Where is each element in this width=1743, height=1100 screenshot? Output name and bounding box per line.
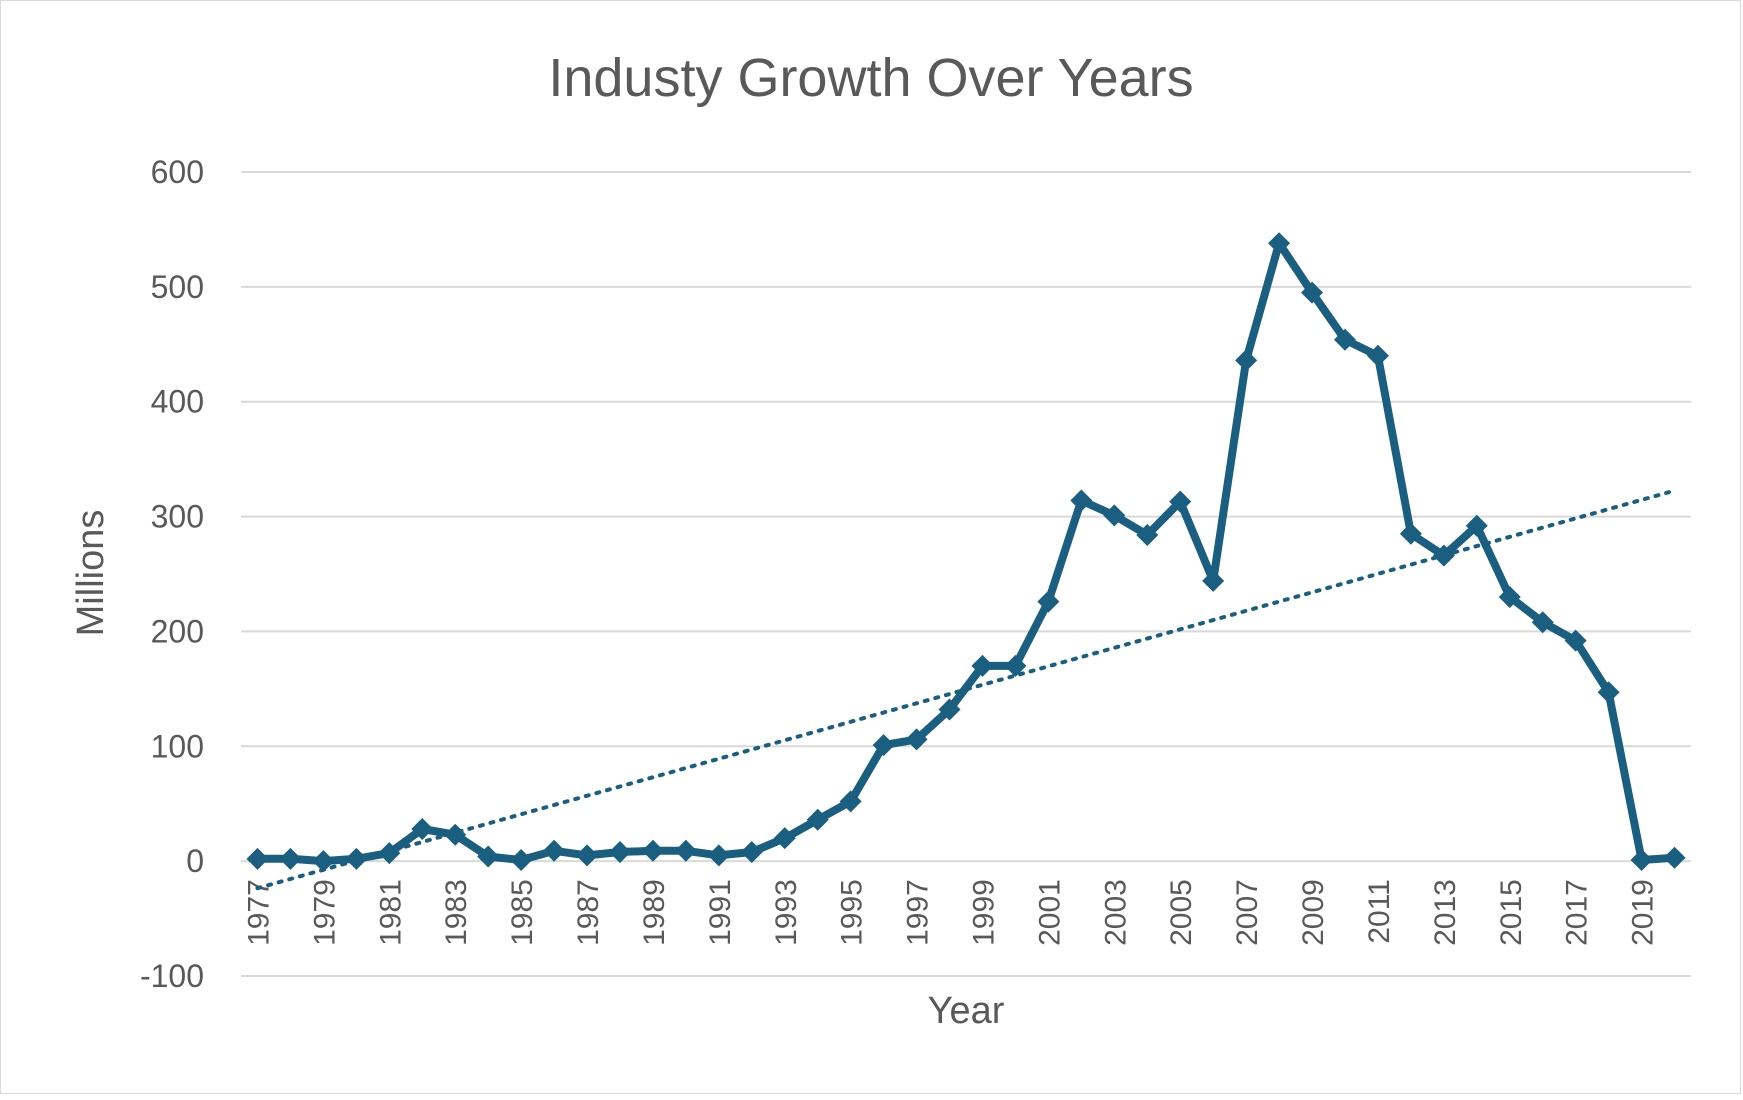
y-axis-title: Millions bbox=[70, 510, 112, 637]
x-tick-label: 2015 bbox=[1495, 879, 1528, 946]
x-tick-label: 1993 bbox=[770, 879, 803, 946]
data-point-marker bbox=[1663, 846, 1686, 869]
data-point-marker bbox=[773, 827, 796, 850]
data-point-marker bbox=[1366, 344, 1389, 367]
x-tick-label: 1999 bbox=[967, 879, 1000, 946]
data-point-marker bbox=[938, 698, 961, 721]
y-tick-label: 0 bbox=[186, 843, 204, 879]
y-tick-label: -100 bbox=[140, 958, 204, 994]
data-point-marker bbox=[1202, 569, 1225, 592]
x-tick-label: 1997 bbox=[902, 879, 935, 946]
x-tick-label: 1979 bbox=[308, 879, 341, 946]
x-tick-label: 1989 bbox=[638, 879, 671, 946]
data-point-marker bbox=[1169, 490, 1192, 513]
data-point-marker bbox=[378, 842, 401, 865]
x-tick-label: 1977 bbox=[242, 879, 275, 946]
data-point-marker bbox=[872, 734, 895, 757]
data-point-marker bbox=[543, 839, 566, 862]
series-group bbox=[246, 232, 1686, 873]
x-tick-label: 2007 bbox=[1231, 879, 1264, 946]
data-point-marker bbox=[1333, 328, 1356, 351]
x-tick-label: 2019 bbox=[1627, 879, 1660, 946]
data-point-marker bbox=[477, 845, 500, 868]
data-point-marker bbox=[1597, 681, 1620, 704]
x-tick-label: 1987 bbox=[572, 879, 605, 946]
series-line bbox=[257, 239, 1675, 866]
y-tick-label: 100 bbox=[151, 728, 204, 764]
y-tick-label: 500 bbox=[151, 269, 204, 305]
data-point-marker bbox=[1037, 590, 1060, 613]
data-point-marker bbox=[707, 844, 730, 867]
data-point-marker bbox=[1465, 514, 1488, 537]
chart-title: Industy Growth Over Years bbox=[548, 48, 1193, 108]
data-point-marker bbox=[740, 840, 763, 863]
x-tick-label: 1995 bbox=[836, 879, 869, 946]
data-point-marker bbox=[444, 823, 467, 846]
x-tick-label: 2013 bbox=[1429, 879, 1462, 946]
data-point-marker bbox=[1531, 611, 1554, 634]
data-point-marker bbox=[246, 847, 269, 870]
data-point-marker bbox=[279, 847, 302, 870]
y-tick-label: 400 bbox=[151, 384, 204, 420]
data-point-marker bbox=[312, 850, 335, 873]
y-tick-label: 600 bbox=[151, 154, 204, 190]
x-axis-tick-labels: 1977 1979 1981 1983 1985 1987 1989 1991 1993 1995… bbox=[242, 879, 1659, 946]
gridlines bbox=[241, 171, 1691, 977]
x-tick-label: 2003 bbox=[1099, 879, 1132, 946]
data-point-marker bbox=[1564, 629, 1587, 652]
data-point-marker bbox=[1432, 544, 1455, 567]
data-point-marker bbox=[1070, 489, 1093, 512]
x-tick-label: 2005 bbox=[1165, 879, 1198, 946]
data-point-marker bbox=[1004, 654, 1027, 677]
data-point-marker bbox=[1103, 504, 1126, 527]
x-tick-label: 2017 bbox=[1561, 879, 1594, 946]
data-point-marker bbox=[608, 840, 631, 863]
data-point-marker bbox=[1268, 232, 1291, 255]
x-axis-title: Year bbox=[928, 990, 1005, 1032]
data-point-marker bbox=[411, 817, 434, 840]
x-tick-label: 2001 bbox=[1033, 879, 1066, 946]
x-tick-label: 1983 bbox=[440, 879, 473, 946]
x-tick-label: 1985 bbox=[506, 879, 539, 946]
data-point-marker bbox=[1399, 522, 1422, 545]
data-point-marker bbox=[1301, 281, 1324, 304]
data-point-marker bbox=[641, 839, 664, 862]
x-tick-label: 1991 bbox=[704, 879, 737, 946]
y-tick-label: 300 bbox=[151, 499, 204, 535]
data-point-marker bbox=[345, 847, 368, 870]
x-tick-label: 2009 bbox=[1297, 879, 1330, 946]
data-point-marker bbox=[905, 728, 928, 751]
data-point-marker bbox=[510, 848, 533, 871]
data-point-marker bbox=[576, 844, 599, 867]
data-point-marker bbox=[1235, 349, 1258, 372]
y-tick-label: 200 bbox=[151, 613, 204, 649]
data-point-marker bbox=[1136, 523, 1159, 546]
x-tick-label: 2011 bbox=[1363, 879, 1396, 944]
data-point-marker bbox=[806, 808, 829, 831]
data-point-marker bbox=[1498, 585, 1521, 608]
data-point-marker bbox=[839, 790, 862, 813]
data-point-marker bbox=[1630, 848, 1653, 871]
data-point-marker bbox=[674, 839, 697, 862]
y-axis-tick-labels: -100 0 100 200 300 400 500 600 bbox=[140, 154, 204, 994]
x-tick-label: 1981 bbox=[374, 879, 407, 946]
data-point-marker bbox=[971, 654, 994, 677]
